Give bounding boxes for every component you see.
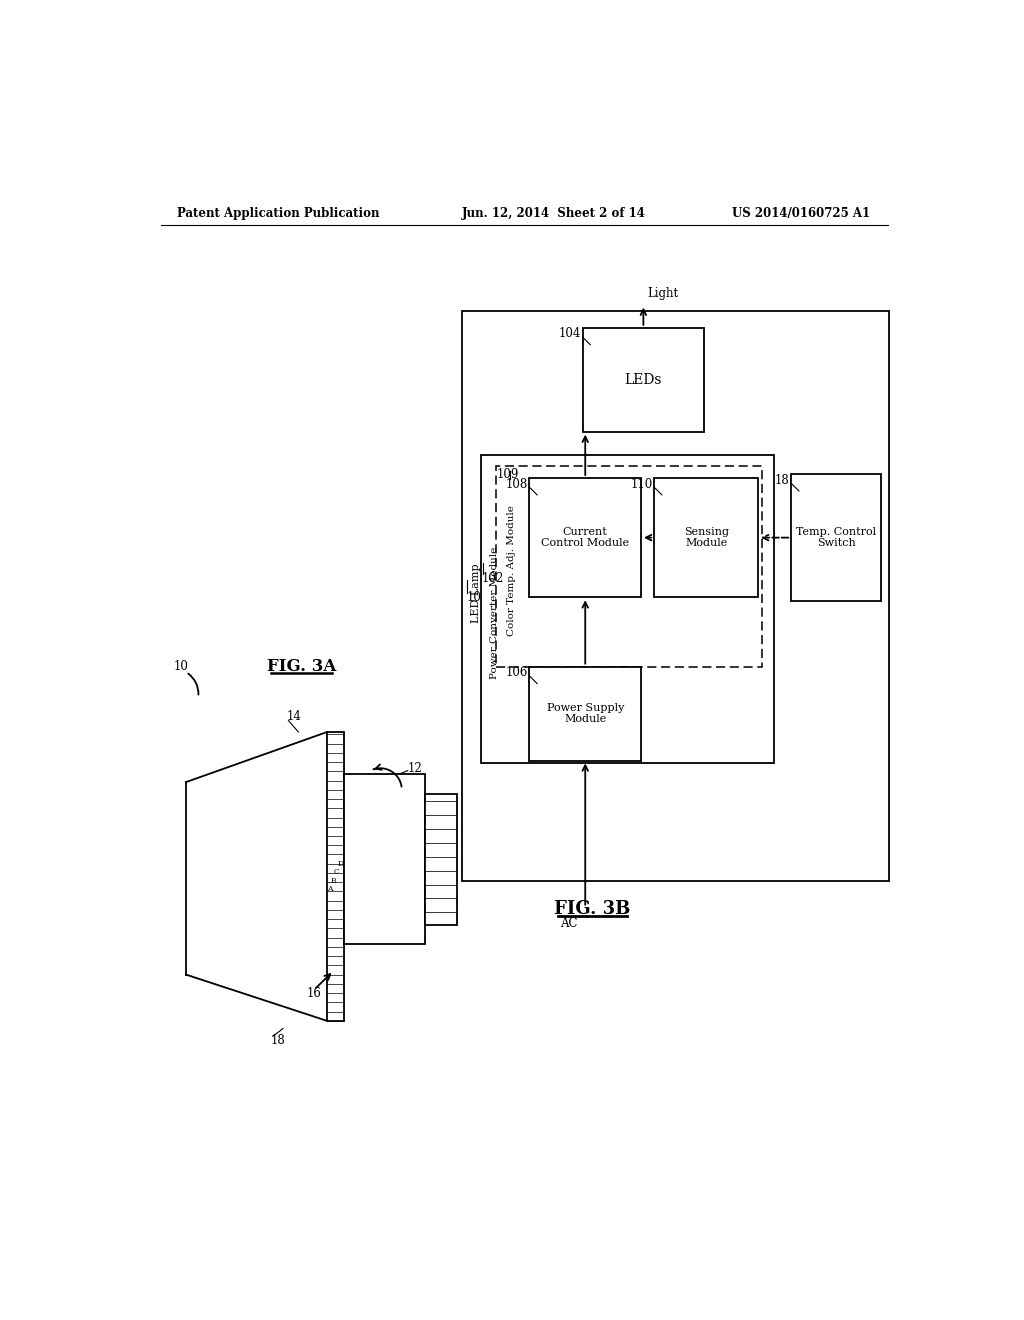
Text: 108: 108 (506, 478, 528, 491)
Text: Power Supply
Module: Power Supply Module (547, 702, 624, 725)
Text: 12: 12 (408, 762, 423, 775)
Text: Sensing
Module: Sensing Module (684, 527, 729, 548)
Text: D: D (337, 859, 343, 867)
Text: FIG. 3A: FIG. 3A (267, 659, 336, 675)
Text: Light: Light (647, 286, 678, 300)
Text: 10: 10 (467, 591, 482, 603)
Bar (344, 775, 425, 944)
Bar (529, 667, 641, 760)
Text: Current
Control Module: Current Control Module (541, 527, 630, 548)
Text: 18: 18 (270, 1034, 286, 1047)
Text: 109: 109 (497, 467, 519, 480)
Text: Temp. Control
Switch: Temp. Control Switch (797, 527, 877, 548)
Text: 102: 102 (481, 572, 504, 585)
Text: AC: AC (560, 916, 578, 929)
Text: Jun. 12, 2014  Sheet 2 of 14: Jun. 12, 2014 Sheet 2 of 14 (462, 207, 645, 220)
Text: 18: 18 (775, 474, 790, 487)
Text: Power Converter Module: Power Converter Module (490, 546, 499, 678)
Bar (792, 474, 882, 601)
Text: 14: 14 (287, 710, 302, 723)
Text: A: A (328, 886, 333, 894)
Text: 106: 106 (506, 667, 528, 680)
Bar (327, 733, 344, 1020)
Text: C: C (334, 869, 340, 876)
Bar (481, 455, 773, 763)
Bar (529, 478, 641, 598)
Text: 104: 104 (559, 327, 581, 341)
Text: 10: 10 (174, 660, 188, 673)
Text: Color Temp. Adj. Module: Color Temp. Adj. Module (507, 506, 516, 636)
Text: LEDs: LEDs (625, 372, 663, 387)
Text: Patent Application Publication: Patent Application Publication (177, 207, 379, 220)
Text: LED Lamp: LED Lamp (471, 564, 481, 623)
Bar (583, 327, 705, 432)
Text: B: B (331, 876, 336, 884)
Text: 16: 16 (307, 987, 322, 1001)
Bar (497, 466, 762, 667)
Text: 110: 110 (631, 478, 652, 491)
Text: FIG. 3B: FIG. 3B (554, 900, 631, 919)
Text: US 2014/0160725 A1: US 2014/0160725 A1 (731, 207, 869, 220)
Bar (425, 793, 457, 924)
Bar (654, 478, 758, 598)
Bar (462, 312, 889, 880)
